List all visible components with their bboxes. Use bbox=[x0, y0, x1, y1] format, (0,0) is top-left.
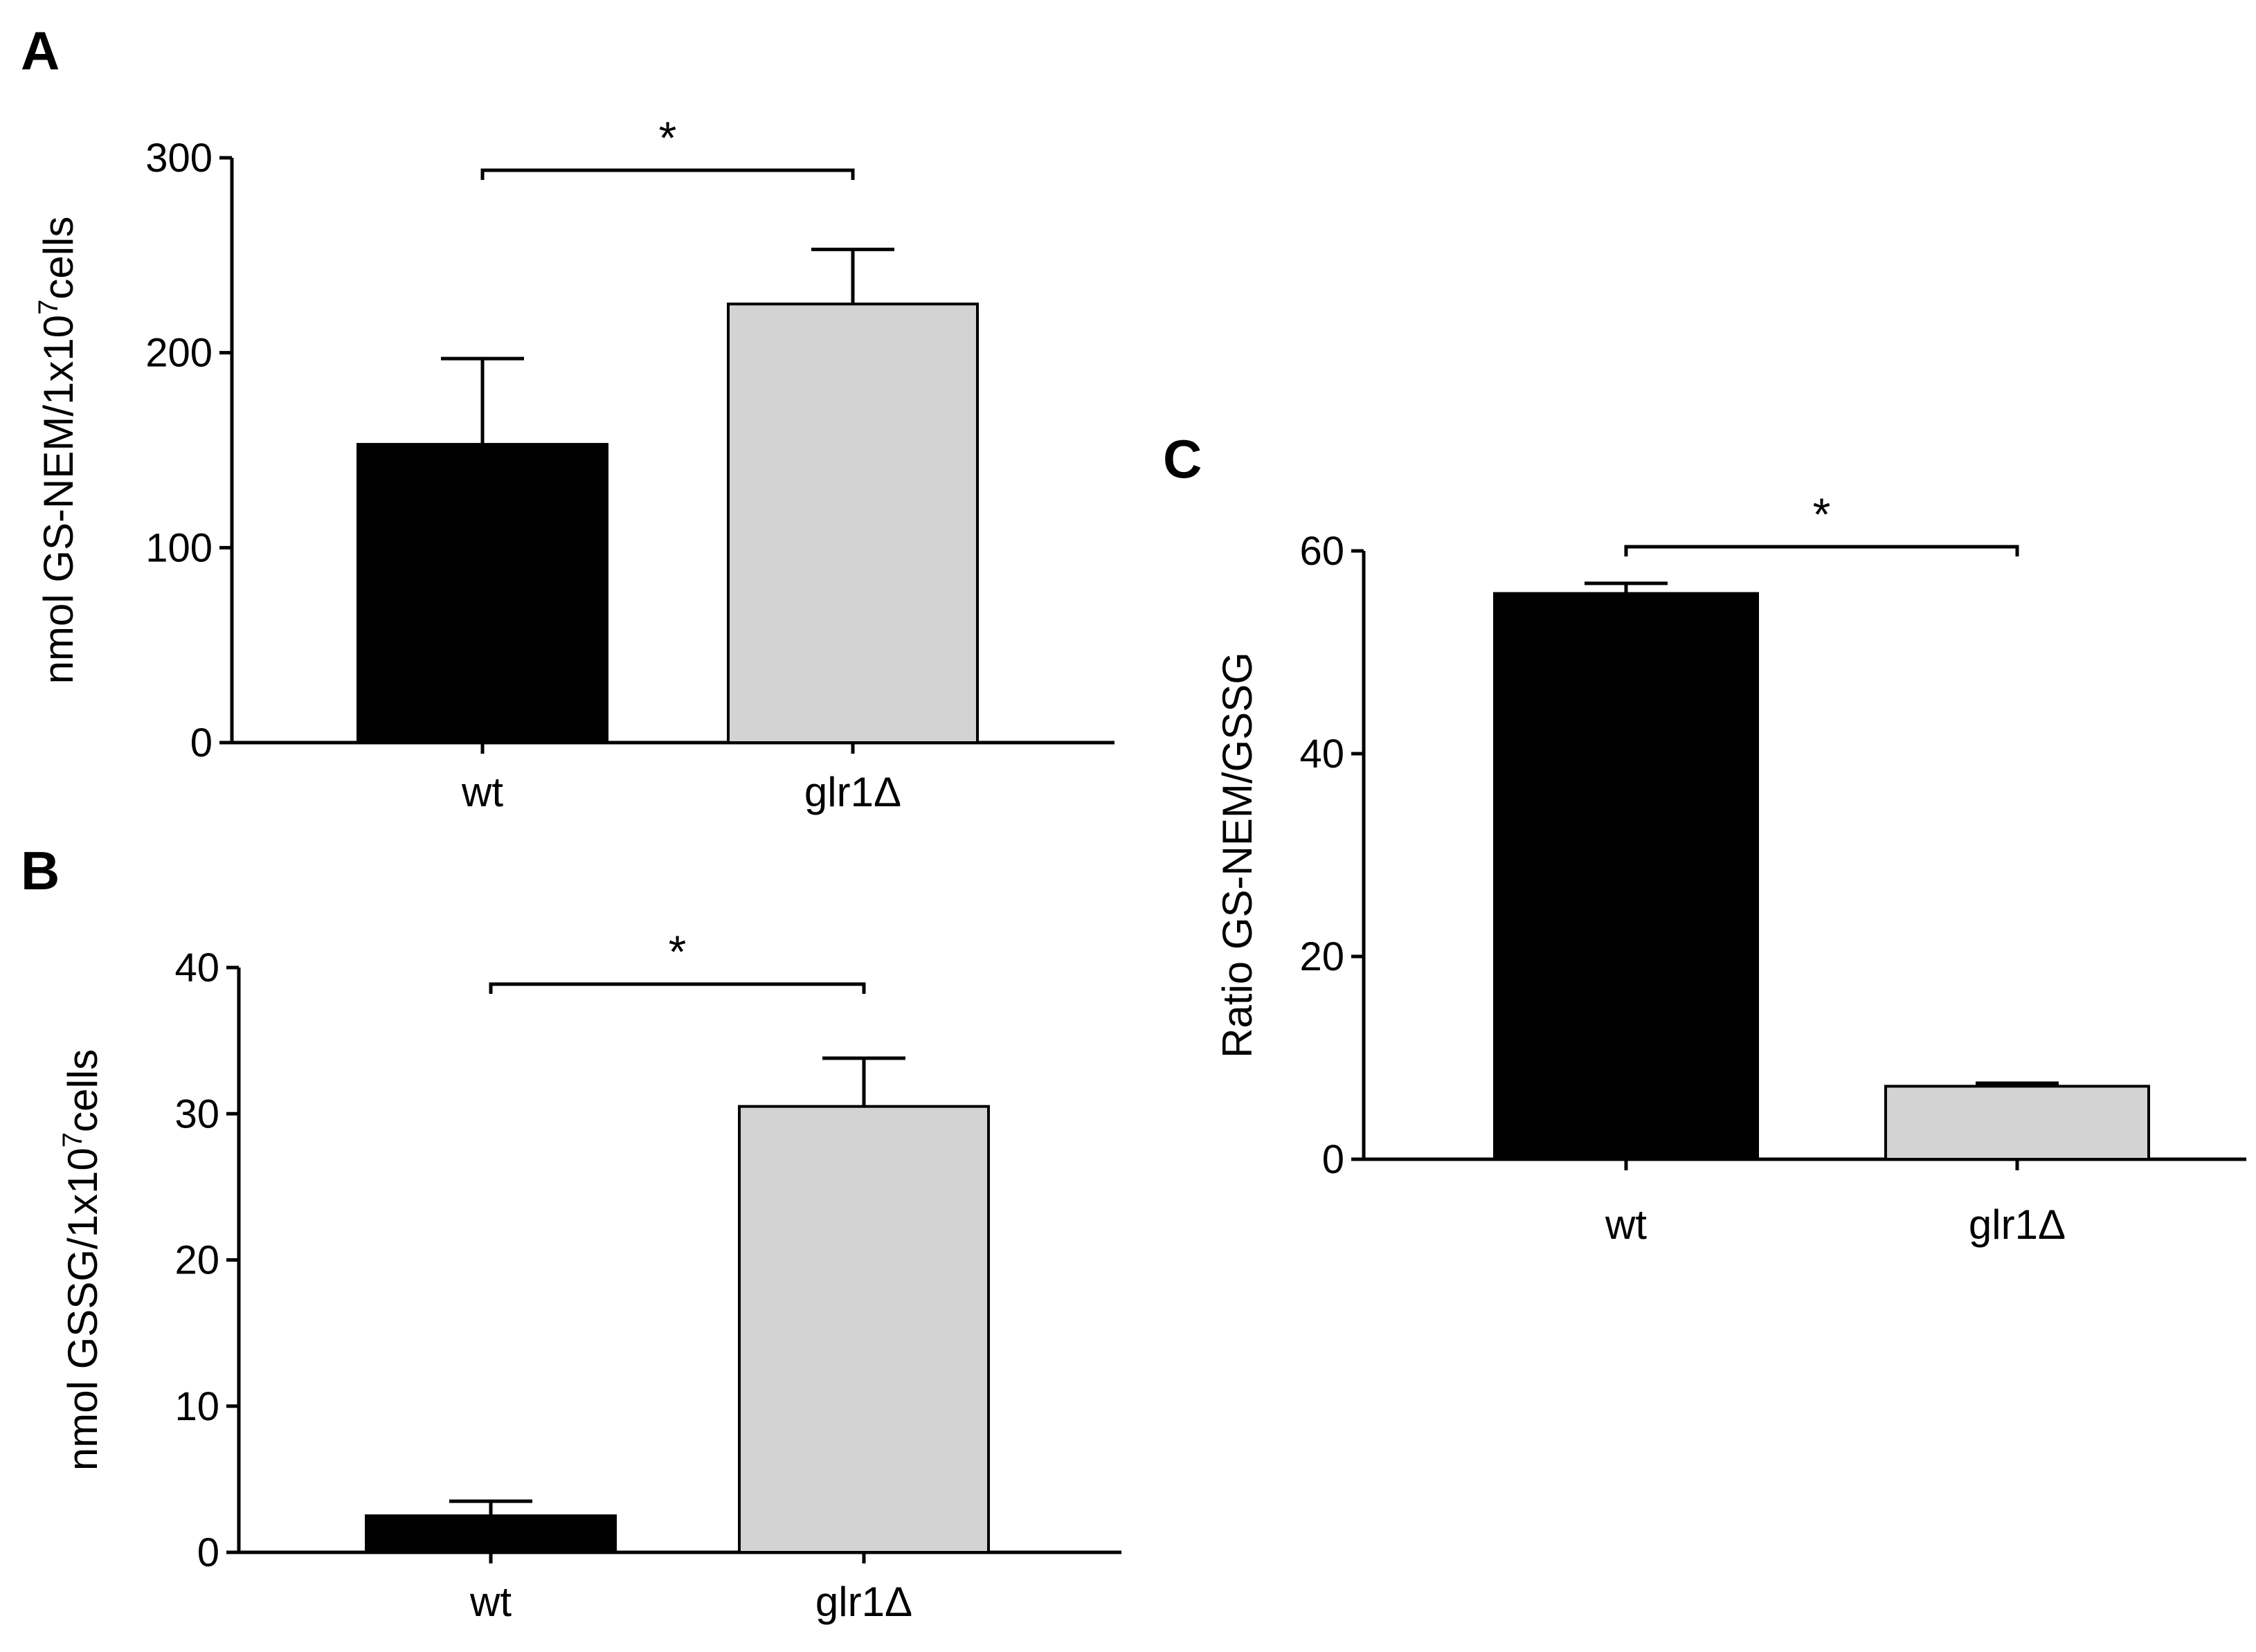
significance-bracket bbox=[489, 982, 866, 994]
y-tick-label: 20 bbox=[174, 1238, 219, 1283]
bar-glr1 bbox=[738, 1105, 990, 1554]
bar-wt bbox=[357, 443, 608, 744]
panel-letter: C bbox=[1163, 428, 1202, 489]
y-tick-label: 30 bbox=[174, 1091, 219, 1136]
y-axis-label-tail: cells bbox=[60, 1049, 106, 1132]
panel-a: A 0 100 200 300 wt glr1Δ * nmol GS-NEM/1x107cell… bbox=[21, 20, 1115, 815]
y-axis-label-superscript: 7 bbox=[33, 300, 64, 315]
y-axis-label-main: nmol GSSG/1x10 bbox=[60, 1147, 106, 1471]
category-label: glr1Δ bbox=[815, 1579, 912, 1625]
panel-letter: A bbox=[21, 20, 60, 81]
y-axis-label-tail: cells bbox=[35, 217, 82, 300]
panel-c: C 0 20 40 60 wt glr1Δ * Ratio GS-NEM/GSSG bbox=[1163, 428, 2246, 1248]
y-axis-label: nmol GS-NEM/1x107cells bbox=[33, 217, 82, 684]
bar-wt bbox=[365, 1514, 617, 1554]
y-axis-label-main: nmol GS-NEM/1x10 bbox=[35, 315, 82, 684]
y-tick-label: 300 bbox=[145, 136, 213, 181]
y-tick-label: 40 bbox=[174, 945, 219, 990]
panel-b: B 0 10 20 30 40 wt glr1Δ * nmol GSSG/1x107cells bbox=[21, 840, 1121, 1625]
y-axis-label: nmol GSSG/1x107cells bbox=[57, 1049, 106, 1471]
category-label: wt bbox=[461, 769, 503, 815]
significance-bracket bbox=[480, 168, 855, 180]
y-tick-label: 10 bbox=[174, 1384, 219, 1429]
significance-bracket bbox=[1624, 545, 2019, 556]
y-tick-label: 100 bbox=[145, 525, 213, 570]
category-label: wt bbox=[469, 1579, 512, 1625]
y-tick-label: 40 bbox=[1299, 732, 1344, 777]
y-tick-label: 0 bbox=[197, 1530, 219, 1575]
bar-glr1 bbox=[727, 302, 979, 744]
category-label: glr1Δ bbox=[1969, 1201, 2066, 1248]
y-axis-label-main: Ratio GS-NEM/GSSG bbox=[1214, 652, 1261, 1058]
y-tick-label: 0 bbox=[190, 720, 213, 765]
significance-star: * bbox=[669, 926, 687, 977]
category-label: wt bbox=[1605, 1201, 1647, 1248]
bar-wt bbox=[1493, 592, 1759, 1161]
y-axis-label: Ratio GS-NEM/GSSG bbox=[1214, 652, 1261, 1058]
panel-letter: B bbox=[21, 840, 60, 901]
y-axis-label-superscript: 7 bbox=[57, 1132, 88, 1147]
y-tick-label: 0 bbox=[1322, 1137, 1344, 1182]
bar-glr1 bbox=[1884, 1084, 2150, 1161]
y-tick-label: 60 bbox=[1299, 529, 1344, 574]
y-tick-label: 200 bbox=[145, 331, 213, 376]
significance-star: * bbox=[659, 112, 677, 163]
category-label: glr1Δ bbox=[804, 769, 901, 815]
y-tick-label: 20 bbox=[1299, 934, 1344, 979]
significance-star: * bbox=[1813, 489, 1831, 540]
